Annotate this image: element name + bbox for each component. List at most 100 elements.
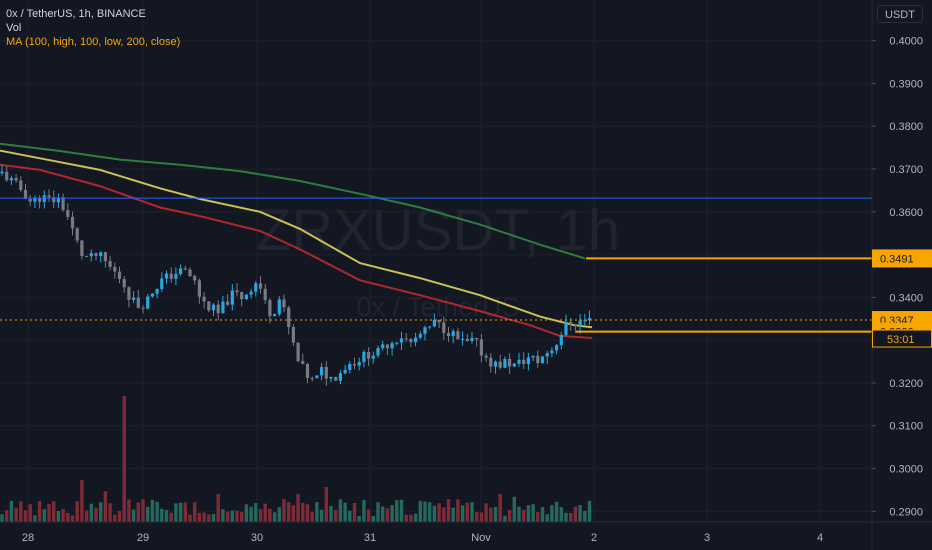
candle-body [362,351,366,363]
volume-bar [113,514,117,522]
volume-bar [70,515,75,522]
volume-bar [216,494,220,522]
candle-body [160,278,164,290]
volume-bar [301,502,305,522]
candle-body [348,364,352,371]
volume-bar [423,501,427,522]
volume-bar [578,505,582,522]
volume-bar [103,491,108,522]
countdown-text: 53:01 [887,334,915,346]
candle-body [315,375,319,379]
volume-bar [465,502,469,522]
volume-bar [197,512,202,522]
candle-body [555,345,559,351]
volume-bar [404,514,408,522]
candle-body [291,326,295,343]
candle-body [235,290,239,293]
volume-bar [146,506,150,522]
volume-bar [277,507,281,522]
candle-body [244,294,248,300]
volume-bar [376,502,380,522]
candle-body [38,198,42,202]
candle-body [414,337,418,343]
volume-bar [329,506,333,522]
candle-body [395,342,399,344]
candle-body [489,357,493,367]
volume-bar [583,510,587,522]
volume-bar [122,396,126,522]
volume-bar [66,512,70,522]
volume-bar [413,513,418,522]
candle-body [188,269,192,277]
candle-body [56,197,60,203]
y-tick-label: 0.4000 [889,36,923,48]
volume-bar [484,503,488,522]
candle-body [531,355,535,358]
candle-body [14,178,18,181]
candle-body [517,359,521,364]
candle-body [85,256,89,258]
volume-bar [193,502,197,522]
candle-body [23,189,28,199]
candles [0,164,592,386]
volume-bar [150,499,155,522]
volume-bar [503,515,507,522]
candle-body [99,252,103,256]
candle-body [508,358,512,367]
candle-body [258,283,263,289]
candle-body [418,333,422,338]
candle-body [479,339,483,356]
volume-bar [460,505,465,522]
volume-bar [371,515,375,522]
candle-body [399,338,404,343]
candle-body [423,327,427,334]
candle-body [550,350,554,354]
candle-body [122,279,126,288]
price-tag-text: 0.3491 [880,253,914,265]
volume-bar [141,499,145,522]
volume-bar [169,512,173,522]
candle-body [475,337,479,340]
moving-average-line [0,149,593,329]
candle-body [0,171,4,174]
volume-bar [75,501,79,522]
volume-bar [155,501,159,522]
volume-bar [19,501,23,522]
candle-body [136,297,140,308]
symbol-info: 0x / TetherUS, 1h, BINANCE [6,8,146,20]
volume-bar [554,501,559,522]
volume-bar [517,506,521,522]
moving-average-line [0,142,586,260]
candle-body [179,268,183,275]
candle-body [545,353,549,357]
candle-body [564,321,568,336]
volume-bar [338,499,343,522]
candle-body [47,195,51,198]
volume-bar [131,509,136,522]
candle-body [5,171,9,181]
candle-body [338,373,342,381]
volume-bar [235,510,239,522]
candle-body [456,331,460,340]
candle-body [103,252,107,262]
volume-bar [127,499,131,522]
volume-bar [446,499,451,522]
volume-bar [0,514,4,522]
volume-bar [249,506,253,522]
volume-bar [343,502,347,522]
watermark-ticker: ZRXUSDT, 1h [256,198,620,263]
chart-overlays [0,197,872,333]
volume-bar [136,502,140,522]
volume-bar [437,503,441,522]
currency-scale-button[interactable]: USDT [877,5,923,23]
candle-body [66,209,70,217]
volume-bar [244,504,249,522]
volume-bar [381,506,385,522]
candle-body [202,296,206,302]
volume-bar [84,510,89,522]
volume-bar [23,510,28,522]
volume-bar [5,510,9,522]
volume-bar [531,504,535,522]
volume-bar [258,508,263,522]
